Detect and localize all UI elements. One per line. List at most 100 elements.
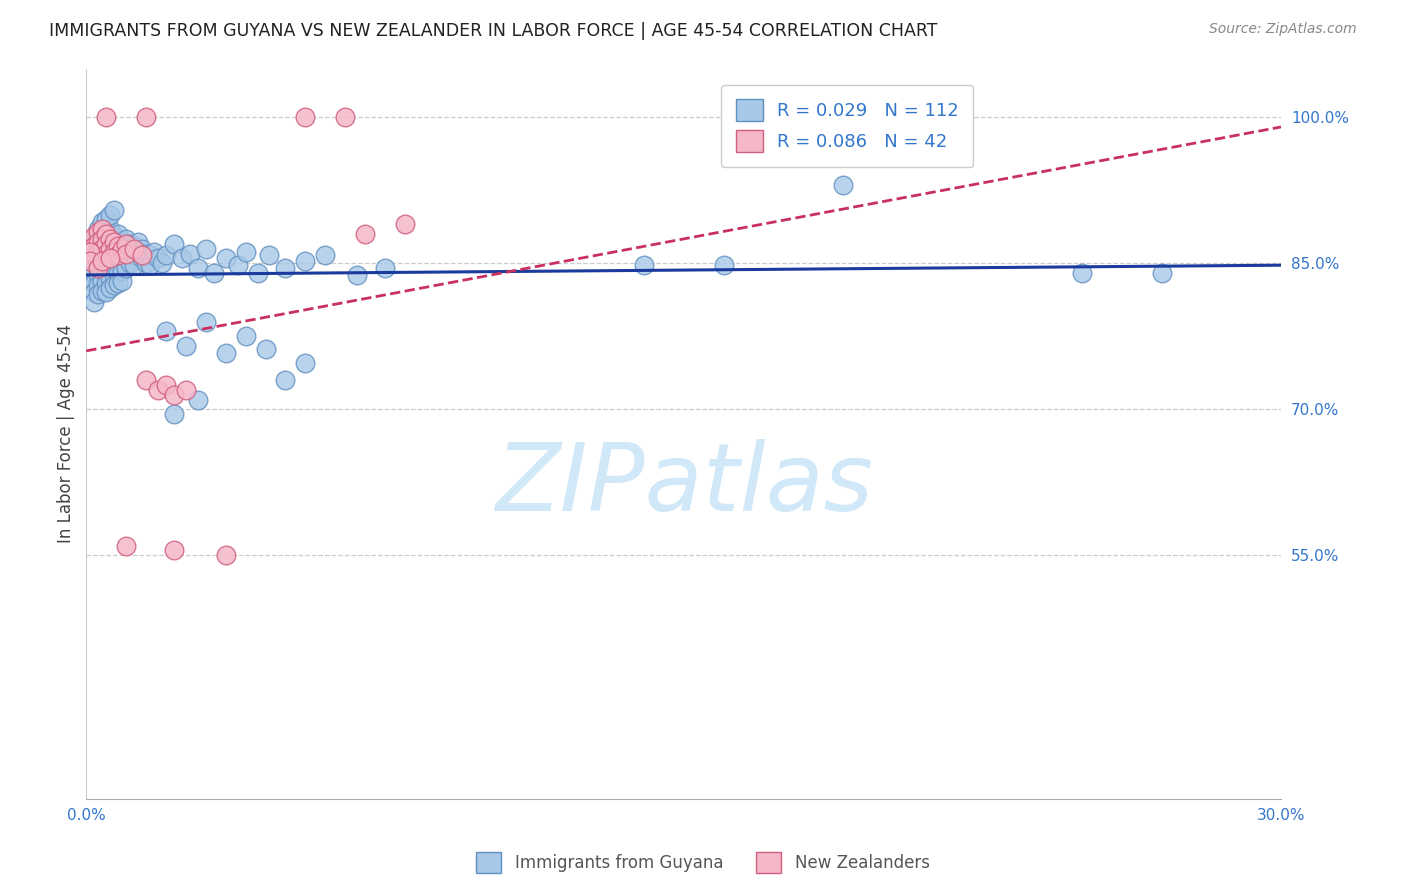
Point [374, 261, 396, 276]
Point [103, 268, 125, 282]
Point [146, 383, 169, 397]
Point [87, 248, 110, 262]
Point [163, 387, 186, 401]
Point [174, 383, 197, 397]
Point [87, 222, 110, 236]
Point [107, 248, 129, 262]
Point [96, 110, 118, 124]
Point [107, 256, 129, 270]
Point [87, 268, 110, 282]
Point [139, 248, 162, 262]
Point [187, 392, 209, 407]
Point [83, 229, 105, 244]
Legend: R = 0.029   N = 112, R = 0.086   N = 42: R = 0.029 N = 112, R = 0.086 N = 42 [721, 85, 973, 167]
Point [155, 378, 177, 392]
Point [274, 373, 297, 387]
Point [91, 264, 114, 278]
Point [96, 276, 118, 290]
Point [87, 229, 110, 244]
Point [194, 242, 217, 256]
Point [259, 248, 281, 262]
Point [91, 274, 114, 288]
Point [103, 202, 125, 217]
Point [115, 232, 138, 246]
Point [83, 276, 105, 290]
Point [107, 266, 129, 280]
Point [91, 222, 114, 236]
Point [115, 236, 138, 251]
Point [79, 270, 101, 285]
Point [150, 256, 173, 270]
Point [103, 258, 125, 272]
Point [713, 258, 735, 272]
Point [235, 329, 257, 343]
Point [146, 252, 169, 266]
Text: IMMIGRANTS FROM GUYANA VS NEW ZEALANDER IN LABOR FORCE | AGE 45-54 CORRELATION C: IMMIGRANTS FROM GUYANA VS NEW ZEALANDER … [49, 22, 938, 40]
Point [87, 258, 110, 272]
Point [111, 242, 134, 256]
Point [122, 238, 145, 252]
Point [91, 232, 114, 246]
Point [163, 543, 186, 558]
Point [226, 258, 249, 272]
Point [122, 242, 145, 256]
Point [314, 248, 336, 262]
Point [107, 276, 129, 290]
Point [83, 285, 105, 300]
Point [394, 217, 416, 231]
Point [91, 284, 114, 298]
Point [215, 549, 238, 563]
Y-axis label: In Labor Force | Age 45-54: In Labor Force | Age 45-54 [58, 324, 75, 543]
Point [111, 254, 134, 268]
Point [98, 261, 121, 276]
Point [79, 261, 101, 276]
Point [98, 280, 121, 294]
Point [163, 236, 186, 251]
Point [187, 261, 209, 276]
Point [98, 242, 121, 256]
Point [103, 248, 125, 262]
Legend: Immigrants from Guyana, New Zealanders: Immigrants from Guyana, New Zealanders [470, 846, 936, 880]
Point [96, 246, 118, 260]
Point [98, 208, 121, 222]
Point [83, 232, 105, 246]
Point [98, 232, 121, 246]
Point [179, 246, 201, 260]
Point [107, 246, 129, 260]
Point [246, 266, 269, 280]
Point [79, 244, 101, 259]
Point [131, 248, 153, 262]
Point [131, 242, 153, 256]
Point [294, 110, 316, 124]
Point [115, 242, 138, 256]
Point [294, 254, 316, 268]
Point [235, 244, 257, 259]
Point [87, 235, 110, 249]
Point [98, 252, 121, 266]
Point [333, 110, 356, 124]
Point [1150, 266, 1173, 280]
Point [120, 246, 142, 260]
Point [103, 238, 125, 252]
Point [83, 295, 105, 310]
Point [107, 236, 129, 251]
Point [79, 252, 101, 266]
Point [111, 274, 134, 288]
Point [98, 222, 121, 236]
Point [120, 256, 142, 270]
Point [115, 246, 138, 260]
Point [155, 325, 177, 339]
Point [107, 227, 129, 241]
Point [274, 261, 297, 276]
Point [98, 232, 121, 246]
Point [87, 238, 110, 252]
Point [127, 235, 149, 249]
Point [87, 225, 110, 239]
Point [96, 236, 118, 251]
Point [143, 244, 166, 259]
Point [294, 355, 316, 369]
Point [215, 252, 238, 266]
Point [139, 258, 162, 272]
Point [103, 277, 125, 292]
Point [135, 373, 157, 387]
